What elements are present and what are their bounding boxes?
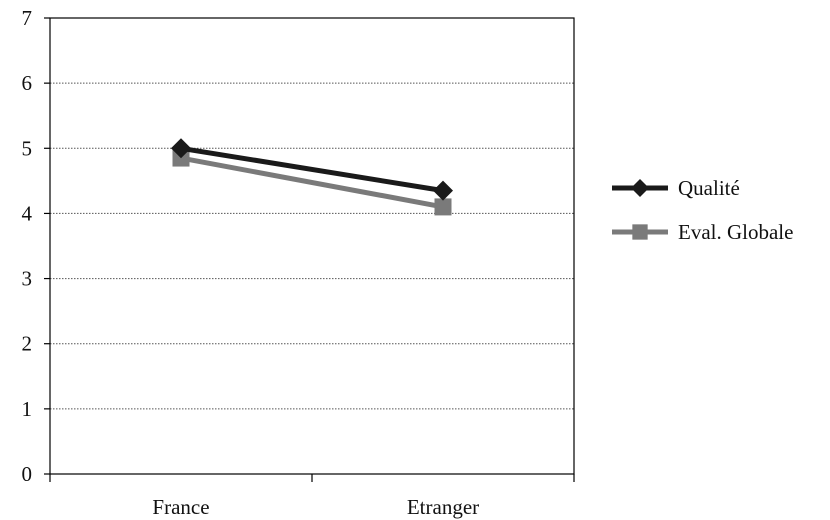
data-point (433, 180, 453, 201)
series-1 (172, 149, 452, 216)
axes: 0 1 2 3 4 5 6 7 France Etranger (22, 6, 575, 519)
data-point (434, 198, 452, 216)
legend-item-0: Qualité (612, 176, 740, 200)
legend-swatch-marker (631, 179, 649, 197)
gridlines (50, 82, 574, 410)
legend-label: Qualité (678, 176, 740, 200)
y-tick-label: 3 (22, 267, 33, 291)
x-category-label: Etranger (407, 495, 479, 519)
series-line (180, 155, 444, 210)
y-tick-label: 2 (22, 332, 33, 356)
y-tick-label: 0 (22, 462, 33, 486)
legend-label: Eval. Globale (678, 220, 793, 244)
legend: Qualité Eval. Globale (612, 176, 793, 244)
x-category-label: France (152, 495, 209, 519)
y-tick-label: 7 (22, 6, 33, 30)
y-tick-label: 6 (22, 71, 33, 95)
plot-area-border (49, 17, 575, 475)
data-point (171, 138, 191, 159)
series-line (180, 145, 444, 194)
legend-swatch-marker (632, 224, 648, 240)
y-tick-label: 1 (22, 397, 33, 421)
series-0 (171, 138, 453, 201)
y-tick-label: 4 (22, 201, 33, 225)
y-tick-label: 5 (22, 136, 33, 160)
series-layer (171, 138, 453, 216)
legend-item-1: Eval. Globale (612, 220, 793, 244)
